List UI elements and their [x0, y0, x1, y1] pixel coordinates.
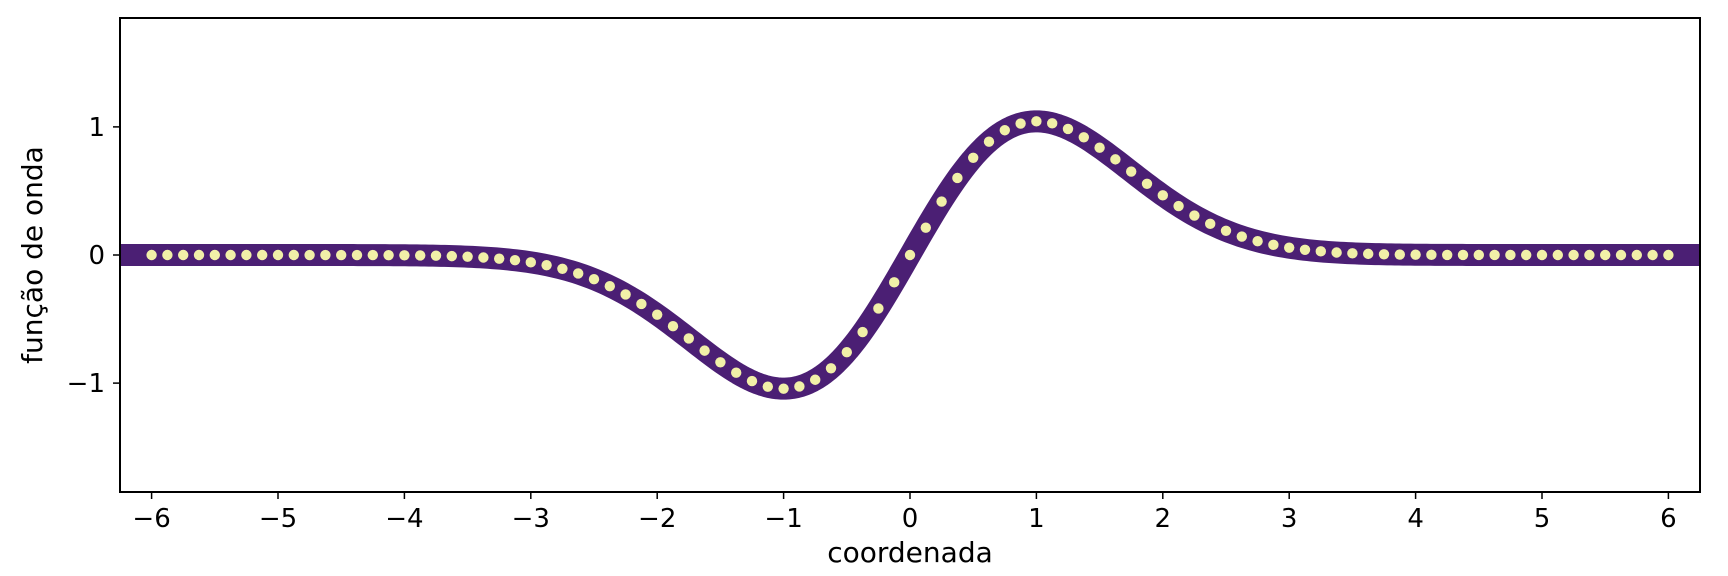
svg-text:4: 4 [1407, 504, 1424, 534]
svg-text:1: 1 [88, 113, 105, 143]
svg-text:−6: −6 [132, 504, 170, 534]
svg-text:6: 6 [1660, 504, 1677, 534]
wavefunction-chart: −6 −5 −4 −3 −2 −1 0 1 2 3 4 5 6 −1 0 1 coordenada função … [0, 0, 1728, 576]
svg-text:função de onda: função de onda [16, 146, 49, 364]
svg-text:0: 0 [88, 241, 105, 271]
svg-text:5: 5 [1534, 504, 1551, 534]
svg-text:0: 0 [902, 504, 919, 534]
svg-text:3: 3 [1281, 504, 1298, 534]
svg-text:−3: −3 [512, 504, 550, 534]
svg-text:2: 2 [1155, 504, 1172, 534]
svg-text:coordenada: coordenada [827, 536, 993, 569]
svg-text:1: 1 [1028, 504, 1045, 534]
svg-text:−2: −2 [638, 504, 676, 534]
svg-text:−1: −1 [764, 504, 802, 534]
svg-text:−5: −5 [259, 504, 297, 534]
svg-text:−1: −1 [67, 369, 105, 399]
chart-svg: −6 −5 −4 −3 −2 −1 0 1 2 3 4 5 6 −1 0 1 coordenada função … [0, 0, 1728, 576]
svg-text:−4: −4 [385, 504, 423, 534]
